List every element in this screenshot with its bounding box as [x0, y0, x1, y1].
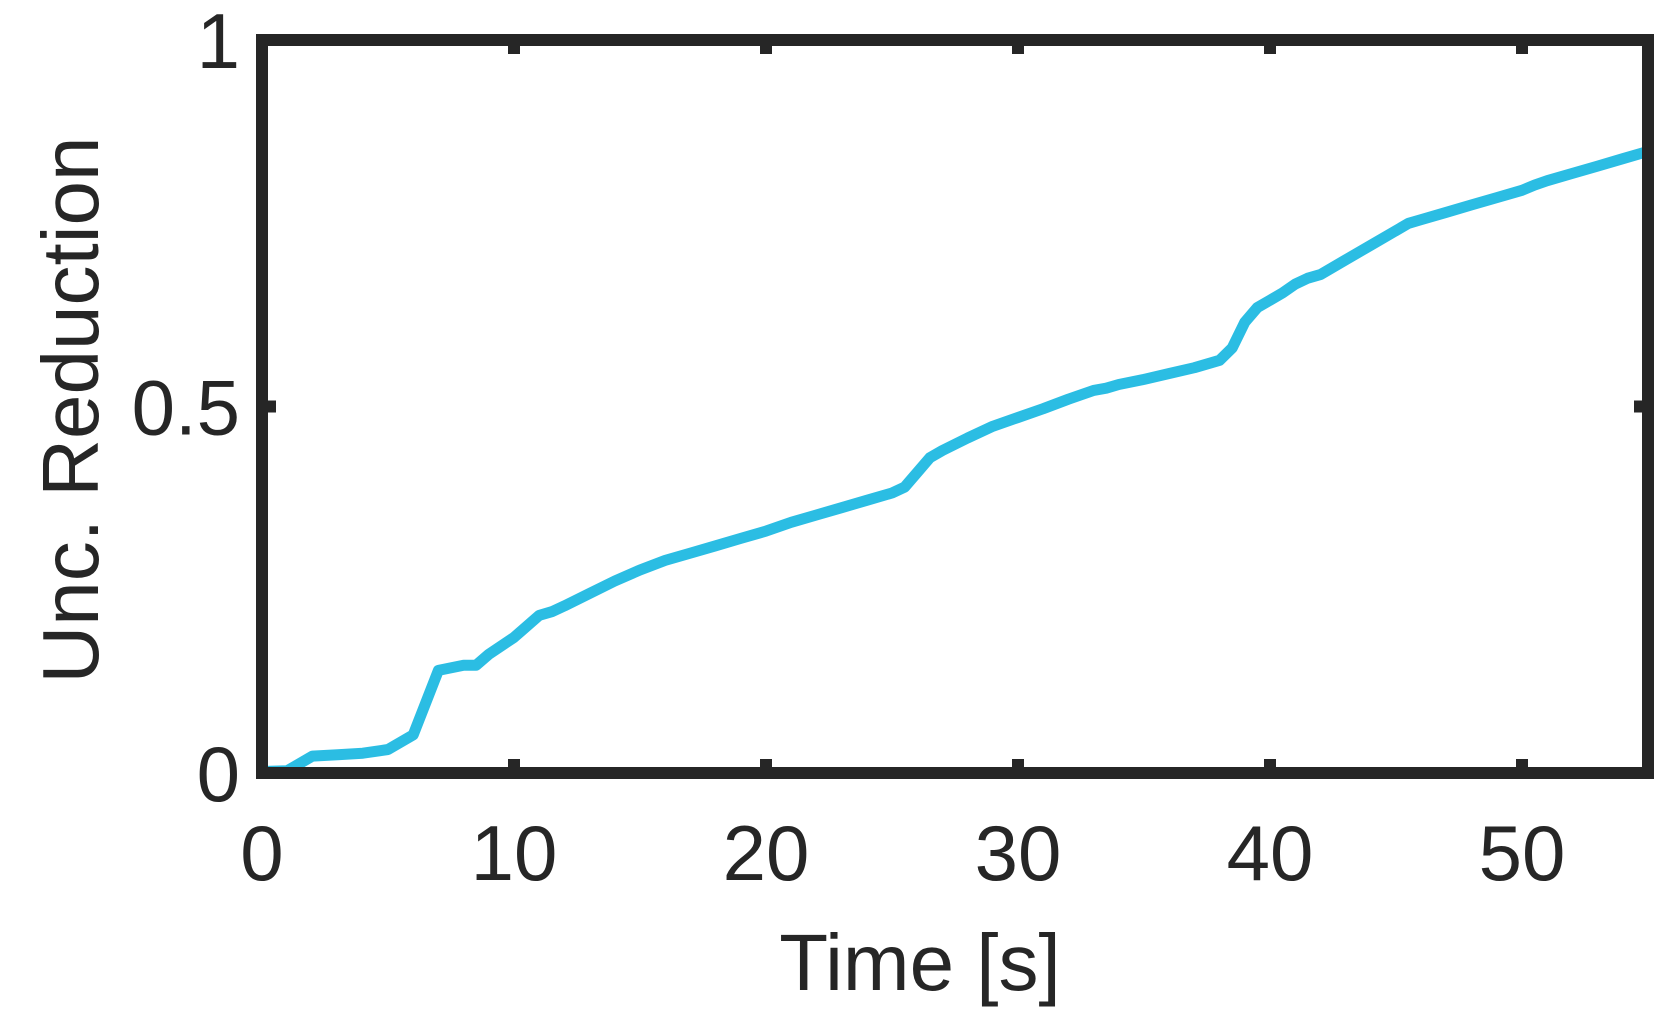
y-axis-label: Unc. Reduction [26, 137, 115, 684]
axes: 0 10 20 30 40 50 0 0.5 1 [132, 0, 1654, 897]
x-tick-label: 0 [240, 809, 283, 897]
y-tick-label: 1 [197, 0, 240, 85]
x-tick-label: 50 [1479, 809, 1566, 897]
plot-area [261, 146, 1650, 777]
y-tick-label: 0 [197, 730, 240, 818]
x-tick-label: 20 [723, 809, 810, 897]
y-tick-label: 0.5 [132, 364, 240, 452]
x-tick-label: 30 [975, 809, 1062, 897]
x-tick-label: 10 [471, 809, 558, 897]
x-tick-label: 40 [1227, 809, 1314, 897]
series-line-0 [261, 146, 1650, 777]
x-axis-label: Time [s] [779, 918, 1060, 1007]
